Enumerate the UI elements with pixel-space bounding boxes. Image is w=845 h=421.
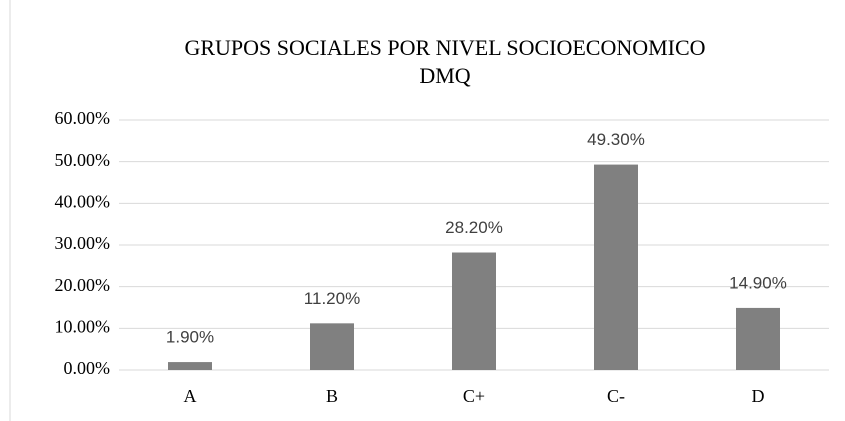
y-tick-label: 40.00% bbox=[55, 191, 111, 211]
bar bbox=[594, 164, 638, 370]
x-tick-label: B bbox=[326, 386, 338, 406]
data-label: 14.90% bbox=[729, 273, 787, 292]
y-tick-label: 60.00% bbox=[55, 108, 111, 128]
data-label: 11.20% bbox=[304, 289, 360, 308]
y-tick-label: 30.00% bbox=[55, 233, 111, 253]
y-tick-label: 10.00% bbox=[55, 316, 111, 336]
y-tick-label: 50.00% bbox=[55, 150, 111, 170]
bar bbox=[452, 252, 496, 370]
y-tick-label: 20.00% bbox=[55, 275, 111, 295]
x-tick-label: C- bbox=[607, 386, 625, 406]
x-tick-label: A bbox=[184, 386, 197, 406]
bar bbox=[168, 362, 212, 370]
x-tick-label: C+ bbox=[463, 386, 485, 406]
data-label: 1.90% bbox=[166, 328, 214, 347]
bar bbox=[310, 323, 354, 370]
x-tick-label: D bbox=[752, 386, 765, 406]
y-tick-label: 0.00% bbox=[64, 358, 111, 378]
data-label: 49.30% bbox=[587, 130, 645, 149]
bar bbox=[736, 307, 780, 370]
chart-title: DMQ bbox=[419, 63, 470, 88]
data-label: 28.20% bbox=[445, 218, 503, 237]
chart-title: GRUPOS SOCIALES POR NIVEL SOCIOECONOMICO bbox=[184, 35, 705, 60]
